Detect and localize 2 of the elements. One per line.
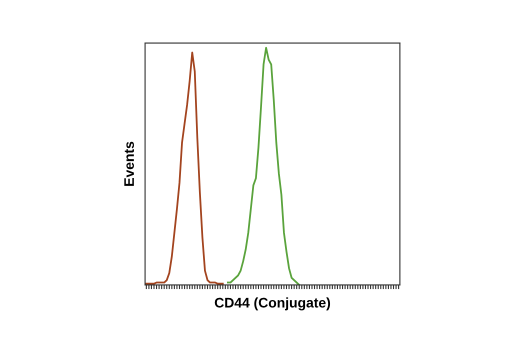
y-axis-title: Events: [124, 142, 134, 186]
x-axis-title: CD44 (Conjugate): [214, 297, 330, 310]
